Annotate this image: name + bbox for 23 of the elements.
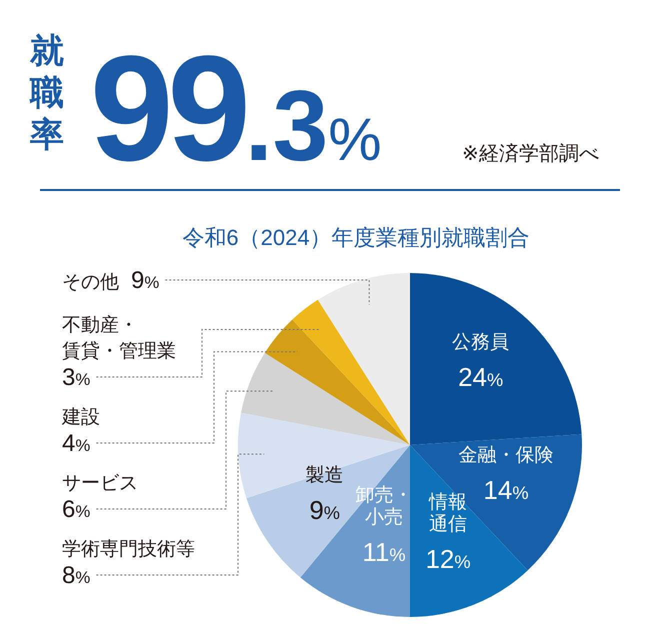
data-label: 14%	[483, 474, 528, 505]
slice-label: 建設	[61, 407, 100, 428]
slice-label: 金融・保険	[458, 444, 554, 466]
slice-label: 学術専門技術等	[62, 539, 195, 560]
slice-label: 情報通信	[428, 492, 467, 535]
slice-label: 公務員	[452, 332, 510, 353]
slice-label: サービス	[62, 473, 138, 494]
data-label: 4%	[62, 430, 90, 457]
slice-label: 製造	[306, 465, 344, 486]
data-label: 6%	[62, 496, 90, 523]
data-label: 3%	[62, 364, 90, 391]
data-label: 9%	[131, 267, 160, 294]
slice-label: 不動産・賃貸・管理業	[62, 314, 176, 362]
data-label: 24%	[458, 362, 504, 392]
data-label: 12%	[425, 544, 471, 574]
text: ※経済学部調べ	[462, 143, 599, 165]
chart-title: 令和6（2024）年度業種別就職割合	[182, 225, 530, 250]
data-label: 8%	[62, 562, 90, 589]
slice-label: その他	[62, 272, 119, 293]
text: 99.3%	[90, 24, 382, 192]
data-label: 11%	[362, 537, 406, 568]
data-label: 9%	[309, 495, 340, 526]
text: 就職率	[29, 32, 64, 154]
